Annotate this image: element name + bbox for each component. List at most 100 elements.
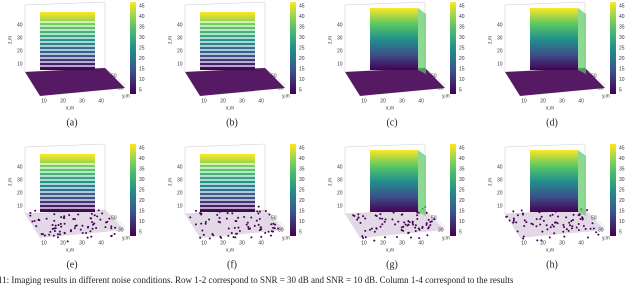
noise-point — [577, 229, 580, 232]
colorbar-tick: 15 — [139, 208, 145, 214]
noise-point — [539, 223, 542, 226]
x-tick: 30 — [239, 98, 245, 104]
noise-point — [421, 225, 424, 228]
colorbar-tick: 45 — [459, 3, 465, 9]
noise-point — [51, 224, 54, 227]
noise-point — [556, 222, 559, 225]
noise-point — [199, 236, 202, 239]
noise-point — [245, 223, 248, 226]
x-tick: 40 — [258, 98, 264, 104]
colorbar-tick: 40 — [139, 156, 145, 162]
x-tick: 30 — [399, 98, 405, 104]
noise-point — [60, 216, 63, 219]
z-tick: 30 — [17, 177, 23, 183]
noise-point — [63, 217, 66, 220]
noise-point — [418, 237, 421, 240]
x-tick: 30 — [79, 98, 85, 104]
noise-point — [416, 211, 419, 214]
noise-point — [540, 239, 543, 242]
colorbar-tick: 10 — [459, 219, 465, 225]
x-tick: 20 — [60, 240, 66, 246]
noise-point — [565, 228, 568, 231]
building-side — [578, 150, 586, 216]
colorbar-tick: 30 — [139, 177, 145, 183]
noise-point — [90, 212, 93, 215]
noise-point — [234, 236, 237, 239]
colorbar-tick: 30 — [299, 35, 305, 41]
noise-point — [577, 214, 580, 217]
noise-point — [57, 224, 60, 227]
ground — [185, 68, 285, 96]
noise-point — [250, 216, 253, 219]
colorbar-tick: 15 — [299, 208, 305, 214]
noise-point — [523, 219, 526, 222]
x-label: x,m — [386, 105, 394, 111]
noise-point — [356, 218, 359, 221]
x-tick: 10 — [521, 240, 527, 246]
z-tick: 40 — [17, 164, 23, 170]
noise-point — [255, 219, 258, 222]
colorbar — [130, 2, 136, 94]
colorbar-tick: 20 — [139, 198, 145, 204]
noise-point — [535, 218, 538, 221]
noise-point — [571, 218, 574, 221]
noise-point — [400, 213, 403, 216]
noise-point — [250, 236, 253, 239]
y-tick: 50 — [271, 215, 277, 221]
noise-point — [53, 213, 56, 216]
noise-point — [391, 218, 394, 221]
noise-point — [427, 218, 430, 221]
noise-point — [370, 227, 373, 230]
noise-point — [395, 235, 398, 238]
noise-point — [582, 225, 585, 228]
noise-point — [208, 237, 211, 240]
y-label: y,m — [442, 235, 450, 241]
axis-frame — [184, 1, 266, 6]
noise-point — [551, 213, 554, 216]
noise-point — [256, 210, 259, 213]
x-tick: 10 — [521, 98, 527, 104]
noise-point — [411, 220, 414, 223]
noise-point — [63, 231, 66, 234]
noise-point — [361, 235, 364, 238]
noise-point — [235, 232, 238, 235]
noise-point — [238, 229, 241, 232]
noise-point — [522, 237, 525, 240]
y-label: y,m — [282, 93, 290, 99]
panel-label: (c) — [386, 117, 397, 128]
noise-point — [549, 214, 552, 217]
noise-point — [260, 228, 263, 231]
noise-point — [226, 212, 229, 215]
y-tick: 50 — [111, 73, 117, 79]
noise-point — [545, 224, 548, 227]
ground — [505, 68, 605, 96]
colorbar-tick: 5 — [619, 87, 622, 93]
noise-point — [522, 213, 525, 216]
noise-point — [530, 222, 533, 225]
noise-point — [414, 226, 417, 229]
colorbar-tick: 10 — [139, 219, 145, 225]
colorbar-tick: 40 — [459, 156, 465, 162]
colorbar — [290, 144, 296, 236]
colorbar-tick: 40 — [299, 14, 305, 20]
noise-point — [546, 228, 549, 231]
noise-point — [264, 209, 267, 212]
noise-point — [212, 234, 215, 237]
colorbar-tick: 35 — [299, 166, 305, 172]
axis-frame — [184, 143, 266, 148]
colorbar-tick: 30 — [459, 35, 465, 41]
z-label: z,m — [327, 36, 333, 44]
x-tick: 10 — [201, 240, 207, 246]
noise-point — [104, 226, 107, 229]
noise-point — [357, 213, 360, 216]
noise-point — [539, 217, 542, 220]
z-tick: 40 — [177, 164, 183, 170]
x-tick: 20 — [220, 98, 226, 104]
noise-point — [110, 227, 113, 230]
y-tick: 30 — [118, 227, 124, 233]
noise-point — [37, 218, 40, 221]
noise-point — [269, 234, 272, 237]
